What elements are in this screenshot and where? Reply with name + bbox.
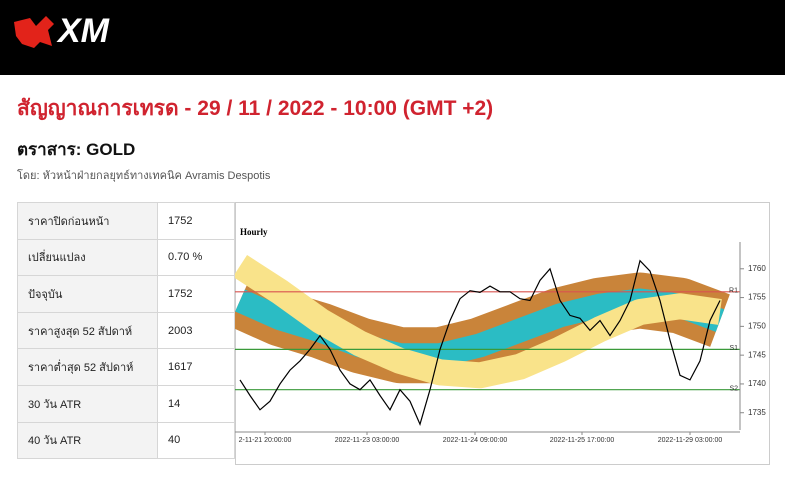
row-label: ปัจจุบัน — [17, 275, 158, 313]
row-value: 0.70 % — [157, 238, 235, 277]
level-label: S1 — [729, 345, 738, 352]
x-tick-label: 2022-11-23 03:00:00 — [335, 437, 400, 444]
band — [235, 254, 722, 389]
y-tick-label: 1745 — [748, 350, 766, 359]
row-value: 1617 — [157, 348, 235, 386]
stats-table: ราคาปิดก่อนหน้า 1752 เปลี่ยนแปลง 0.70 % ปัจจ… — [17, 202, 235, 460]
table-row: ราคาสูงสุด 52 สัปดาห์ 2003 — [17, 311, 235, 350]
level-label: R1 — [729, 288, 738, 295]
row-value: 1752 — [157, 275, 235, 313]
level-label: S2 — [729, 386, 738, 393]
y-tick-label: 1735 — [748, 408, 766, 417]
y-tick-label: 1755 — [748, 293, 766, 302]
title: สัญญาณการเทรด - 29 / 11 / 2022 - 10:00 (… — [17, 97, 494, 120]
row-label: 30 วัน ATR — [17, 384, 158, 423]
row-value: 14 — [157, 384, 235, 423]
row-label: เปลี่ยนแปลง — [17, 238, 158, 277]
row-label: ราคาปิดก่อนหน้า — [17, 202, 158, 240]
x-tick-label: 2022-11-29 03:00:00 — [658, 437, 723, 444]
row-label: 40 วัน ATR — [17, 421, 158, 460]
chart: Hourly R1 S1 S2 1735 1740 1745 1750 1755 1760 2-1… — [235, 202, 770, 465]
author: โดย: หัวหน้าฝ่ายกลยุทธ์ทางเทคนิค Avramis… — [17, 170, 271, 182]
row-value: 1752 — [157, 202, 235, 240]
table-row: ราคาปิดก่อนหน้า 1752 — [17, 202, 235, 240]
row-label: ราคาต่ำสุด 52 สัปดาห์ — [17, 348, 158, 386]
row-label: ราคาสูงสุด 52 สัปดาห์ — [17, 311, 158, 350]
x-tick-label: 2022-11-25 17:00:00 — [550, 437, 615, 444]
header: XM — [0, 0, 785, 75]
y-tick-label: 1750 — [748, 321, 766, 330]
logo: XM — [14, 12, 110, 50]
x-tick-label: 2022-11-24 09:00:00 — [443, 437, 508, 444]
table-row: 40 วัน ATR 40 — [17, 421, 235, 460]
instrument: ตราสาร: GOLD — [17, 140, 136, 159]
table-row: เปลี่ยนแปลง 0.70 % — [17, 238, 235, 277]
table-row: ปัจจุบัน 1752 — [17, 275, 235, 313]
y-tick-label: 1740 — [748, 379, 766, 388]
y-tick-label: 1760 — [748, 264, 766, 273]
x-tick-label: 2-11-21 20:00:00 — [239, 437, 292, 444]
timeframe-label: Hourly — [240, 227, 268, 237]
table-row: ราคาต่ำสุด 52 สัปดาห์ 1617 — [17, 348, 235, 386]
logo-text: XM — [56, 12, 110, 50]
price-line — [239, 259, 721, 426]
table-row: 30 วัน ATR 14 — [17, 384, 235, 423]
row-value: 40 — [157, 421, 235, 460]
row-value: 2003 — [157, 311, 235, 350]
logo-icon — [14, 16, 54, 48]
